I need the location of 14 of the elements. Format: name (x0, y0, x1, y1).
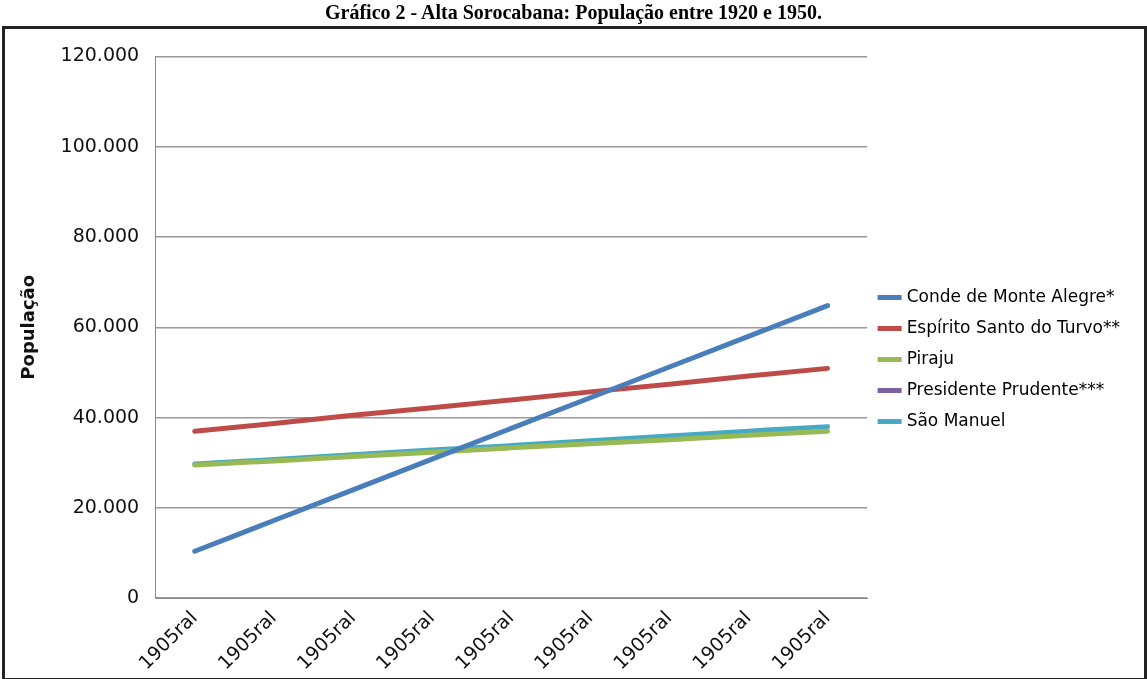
chart-title: Gráfico 2 - Alta Sorocabana: População entre 1920 e 1950. (324, 0, 823, 24)
legend-label: São Manuel (906, 409, 1006, 430)
y-tick-label: 20.000 (72, 494, 140, 517)
legend-label: Piraju (906, 347, 955, 368)
y-tick-label: 80.000 (72, 223, 140, 246)
legend-label: Espírito Santo do Turvo** (906, 316, 1120, 337)
y-tick-label: 40.000 (72, 404, 140, 427)
y-tick-label: 120.000 (60, 43, 140, 66)
y-axis-title: População (17, 274, 39, 380)
y-tick-label: 0 (127, 585, 140, 608)
legend-label: Conde de Monte Alegre* (906, 285, 1115, 306)
y-tick-label: 100.000 (60, 133, 140, 156)
y-tick-label: 60.000 (72, 314, 140, 337)
legend-label: Presidente Prudente*** (906, 378, 1105, 399)
